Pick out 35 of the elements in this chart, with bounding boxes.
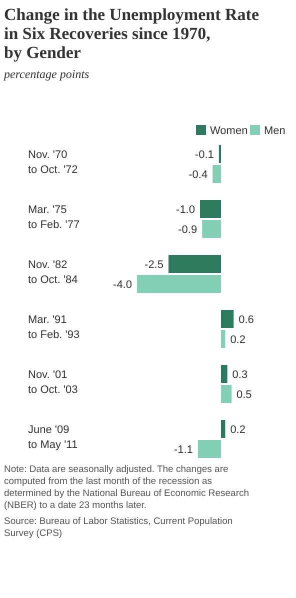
data-label: 0.3	[232, 369, 248, 381]
bar	[137, 275, 221, 293]
data-label: -1.1	[174, 444, 193, 456]
bar	[221, 330, 226, 348]
y-tick-label: June '09 to May '11	[28, 424, 78, 451]
y-tick-label: Nov. '82 to Oct. '84	[28, 259, 78, 286]
data-label: -2.5	[144, 259, 164, 271]
data-label: -0.9	[178, 224, 198, 236]
chart-subtitle: percentage points	[3, 67, 90, 81]
data-label: 0.2	[230, 424, 246, 436]
y-tick-label: Mar. '75 to Feb. '77	[28, 204, 80, 231]
bar	[212, 165, 221, 183]
bar	[200, 200, 221, 218]
bar	[221, 310, 234, 328]
data-label: -0.1	[194, 149, 214, 161]
source-note: Source: Bureau of Labor Statistics, Current Population Survey (CPS)	[4, 516, 233, 539]
data-label: -4.0	[113, 279, 132, 291]
chart-title: Change in the Unemployment Rate in Six Recoveries since 1970, by Gender	[4, 5, 260, 62]
data-label: 0.6	[238, 314, 254, 326]
bar	[168, 255, 221, 273]
data-label: -1.0	[176, 204, 195, 216]
bar	[221, 420, 226, 438]
bar	[202, 220, 221, 238]
data-label: 0.2	[230, 334, 246, 346]
legend-label: Men	[264, 125, 286, 137]
annotation: Note: Data are seasonally adjusted. The changes are computed from the last month of the recession as determined by the National Bureau of Economic Research (NBER) to a date 23 months later.	[4, 464, 250, 511]
bar	[221, 365, 228, 383]
y-tick-label: Nov. '70 to Oct. '72	[28, 149, 78, 176]
data-label: -0.4	[188, 169, 208, 181]
y-tick-label: Mar. '91 to Feb. '93	[28, 314, 80, 341]
bar	[221, 385, 232, 403]
bar	[198, 440, 221, 458]
legend-label: Women	[210, 125, 248, 137]
data-label: 0.5	[236, 389, 252, 401]
y-tick-label: Nov. '01 to Oct. '03	[28, 369, 78, 396]
